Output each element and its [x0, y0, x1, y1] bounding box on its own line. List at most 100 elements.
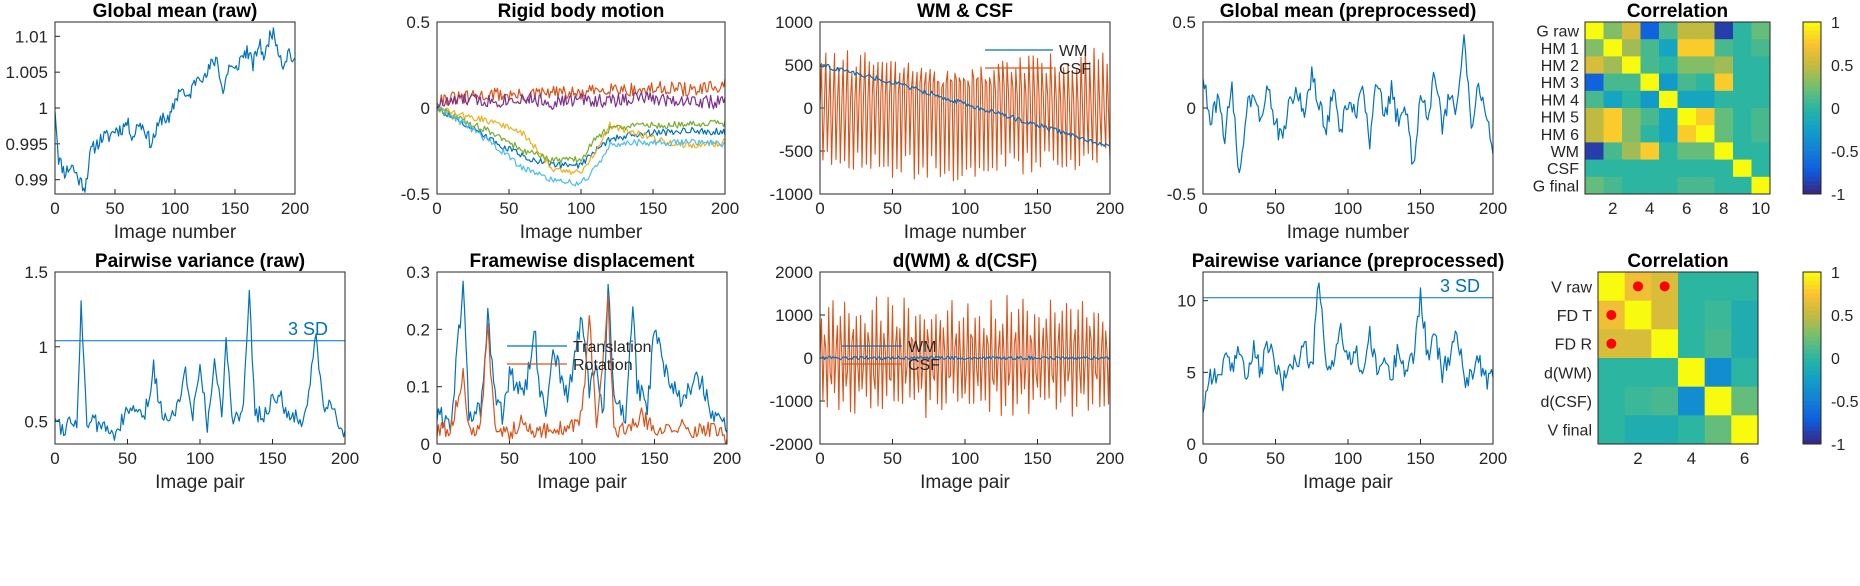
colorbar-segment [1803, 138, 1821, 143]
x-axis-label: Image pair [537, 472, 627, 493]
colorbar-segment [1803, 435, 1821, 441]
colorbar-segment [1803, 129, 1821, 135]
row-label: HM 6 [1541, 127, 1579, 144]
legend-label: Rotation [573, 357, 633, 374]
row-label: V raw [1551, 279, 1592, 296]
y-tick-label: 0.99 [15, 171, 48, 190]
colorbar-segment [1803, 189, 1821, 195]
x-tick-label: 100 [186, 449, 214, 468]
colorbar-segment [1803, 405, 1821, 411]
y-tick-label: 0.2 [406, 320, 430, 339]
colorbar-segment [1803, 379, 1821, 385]
colorbar-tick-label: -1 [1831, 187, 1845, 204]
colorbar-segment [1803, 176, 1821, 182]
colorbar-segment [1803, 362, 1821, 368]
heatmap-cell [1677, 108, 1697, 126]
colorbar-segment [1803, 358, 1821, 363]
chart-title: Rigid body motion [498, 1, 665, 22]
heatmap-cell [1751, 90, 1771, 109]
x-tick-label: 100 [1334, 449, 1362, 468]
heatmap-cell [1622, 108, 1641, 126]
y-tick-label: 1.01 [15, 27, 48, 46]
heatmap-cell [1704, 386, 1732, 416]
colorbar-segment [1803, 103, 1821, 109]
heatmap-cell [1622, 125, 1641, 143]
y-tick-label: -500 [779, 142, 813, 161]
colorbar-box [1802, 271, 1822, 445]
colorbar-segment [1803, 370, 1821, 376]
colorbar-tick-label: 1 [1831, 15, 1840, 32]
colorbar-segment [1803, 353, 1821, 359]
x-tick-label: 200 [1479, 449, 1507, 468]
heatmap-cell [1677, 176, 1697, 195]
heatmap-cell [1640, 22, 1660, 40]
heatmap-cell [1622, 22, 1641, 40]
row-label: HM 5 [1541, 110, 1579, 127]
heatmap-cell [1751, 39, 1771, 57]
heatmap-cell [1751, 159, 1771, 178]
heatmap-cell [1751, 22, 1771, 40]
x-tick-label: 150 [258, 449, 286, 468]
axes-box [1202, 271, 1494, 445]
heatmap-cell [1704, 415, 1732, 445]
heatmap-cell [1696, 73, 1715, 92]
y-tick-label: 0 [804, 349, 813, 368]
significance-marker [1606, 338, 1617, 349]
heatmap-cell [1622, 73, 1641, 92]
colorbar-segment [1803, 306, 1821, 312]
colorbar-segment [1803, 90, 1821, 96]
y-tick-label: 1000 [775, 306, 813, 325]
y-tick-label: 0.5 [24, 413, 48, 432]
colorbar-segment [1803, 47, 1821, 53]
heatmap-cell [1704, 300, 1732, 330]
y-tick-label: -0.5 [401, 185, 430, 204]
heatmap-cell [1751, 108, 1771, 126]
colorbar-segment [1803, 86, 1821, 92]
x-tick-label: 8 [1719, 199, 1728, 218]
row-label: CSF [1547, 161, 1579, 178]
colorbar-segment [1803, 302, 1821, 307]
colorbar-segment [1803, 56, 1821, 62]
colorbar-segment [1803, 77, 1821, 83]
colorbar-segment [1803, 168, 1821, 173]
colorbar-segment [1803, 401, 1821, 406]
heatmap-cell [1677, 22, 1697, 40]
axes-box [1597, 271, 1759, 445]
x-tick-label: 50 [500, 199, 519, 218]
rigid-series-1 [436, 78, 726, 107]
colorbar-segment [1803, 276, 1821, 282]
heatmap-cell [1696, 56, 1715, 75]
row-label: d(WM) [1544, 365, 1592, 382]
plot-area [55, 272, 345, 444]
heatmap-cell [1659, 73, 1678, 92]
colorbar-segment [1803, 172, 1821, 178]
heatmap-cell [1640, 125, 1660, 143]
x-tick-label: 0 [815, 199, 824, 218]
x-tick-label: 150 [221, 199, 249, 218]
heatmap-cell [1714, 176, 1734, 195]
heatmap-cell [1598, 358, 1626, 388]
x-tick-label: 4 [1687, 449, 1696, 468]
colorbar-segment [1803, 99, 1821, 105]
y-tick-label: 1000 [775, 13, 813, 32]
x-tick-label: 50 [883, 449, 902, 468]
heatmap-cell [1714, 159, 1734, 178]
colorbar-segment [1803, 185, 1821, 191]
y-tick-label: -1000 [770, 392, 813, 411]
colorbar-segment [1803, 125, 1821, 130]
heatmap-cell [1714, 73, 1734, 92]
threshold-label: 3 SD [288, 319, 328, 339]
x-tick-label: 2 [1608, 199, 1617, 218]
colorbar-segment [1803, 340, 1821, 346]
heatmap-cell [1733, 108, 1752, 126]
rigid-series-4 [436, 106, 726, 164]
chart-corr2: Correlation V raw FD T FD R d(WM) d(CSF) V fin… [1540, 251, 1858, 468]
x-tick-label: 0 [1198, 199, 1207, 218]
axes-box [1584, 21, 1771, 195]
chart-title: Framewise displacement [470, 251, 696, 272]
heatmap-cell [1678, 415, 1706, 445]
colorbar-segment [1803, 146, 1821, 152]
dcsf-line [819, 294, 1111, 419]
heatmap-cell [1678, 272, 1706, 302]
row-label: HM 1 [1541, 41, 1579, 58]
